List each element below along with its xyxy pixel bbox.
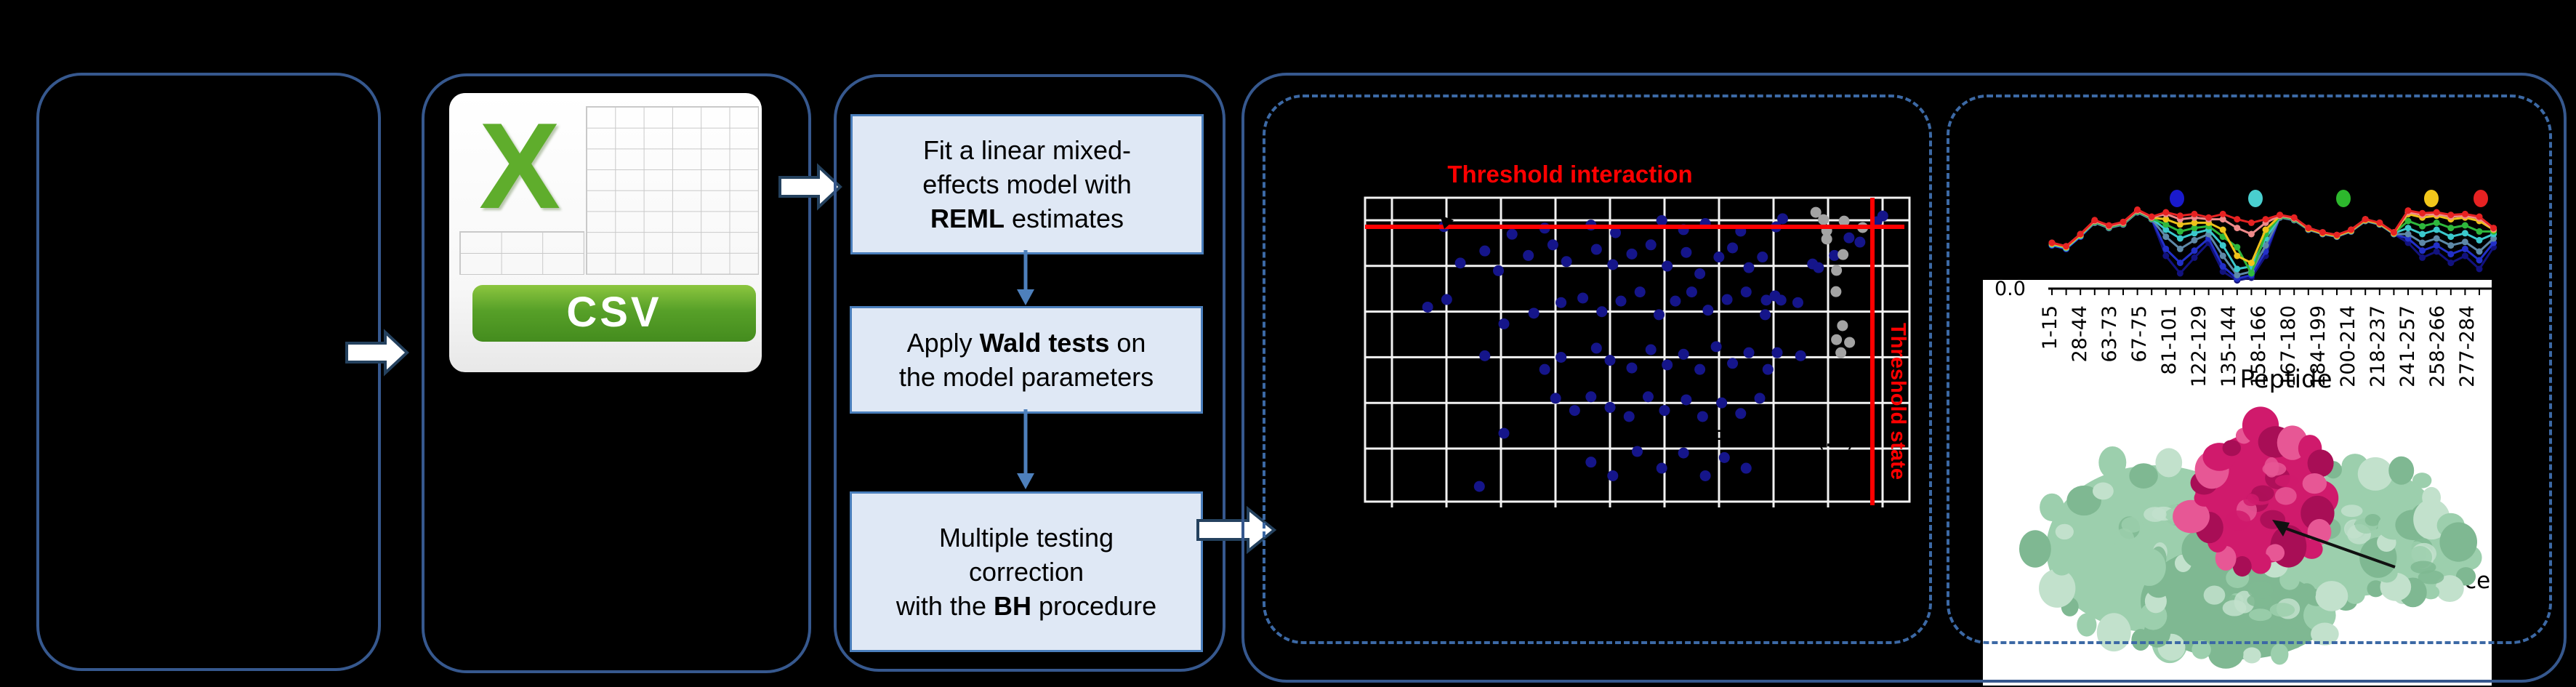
faint-position-annotation: Position: (...)	[1714, 426, 1856, 452]
peptide-tick-label: 81-101	[2158, 305, 2181, 375]
step2-bold: Wald tests	[979, 327, 1110, 358]
pipeline-step-bh-correction: Multiple testing correction with the BH …	[850, 491, 1203, 652]
step1-rest: estimates	[1004, 204, 1124, 234]
peptide-tick-label: 122-129	[2188, 305, 2210, 387]
step2-mid: on	[1109, 327, 1146, 358]
step2-line2: the model parameters	[898, 362, 1154, 392]
step1-bold: REML	[930, 204, 1005, 234]
flow-arrow-down-icon	[1017, 409, 1034, 489]
peptide-tick-label: 218-237	[2367, 305, 2389, 387]
step3-bold: BH	[993, 591, 1031, 622]
pipeline-step-wald-tests: Apply Wald tests on the model parameters	[850, 306, 1203, 414]
peptide-tick-label: 200-214	[2337, 305, 2359, 387]
step-text: Fit a linear mixed- effects model with R…	[922, 133, 1131, 236]
peptide-tick-label: 277-284	[2456, 305, 2479, 387]
step3-pre: with the	[895, 591, 994, 622]
pipeline-step-fit-model: Fit a linear mixed- effects model with R…	[850, 114, 1204, 254]
peptide-tick-label: 241-257	[2396, 305, 2419, 387]
threshold-state-label: Threshold state	[1886, 323, 1909, 480]
csv-spreadsheet-grid-small	[459, 231, 584, 275]
flow-arrow-right-icon	[345, 329, 409, 377]
scatter-plot-title: Threshold interaction	[1447, 161, 1693, 188]
peptide-tick-label: 63-73	[2098, 305, 2121, 362]
step1-line2: effects model with	[922, 169, 1132, 199]
threshold-scatter-plot: Threshold state Position: (...)	[1364, 196, 1911, 507]
step3-rest: procedure	[1031, 591, 1157, 622]
panel-csv-box	[422, 73, 811, 673]
flow-arrow-right-icon	[1196, 505, 1277, 555]
step1-line1: Fit a linear mixed-	[922, 134, 1132, 165]
step-text: Apply Wald tests on the model parameters	[899, 326, 1154, 394]
peptide-tick-label: 158-166	[2247, 305, 2270, 387]
y-axis-tick-label: 0.0	[1995, 278, 2026, 300]
flow-arrow-right-icon	[778, 163, 842, 211]
csv-spreadsheet-grid	[586, 106, 759, 275]
peptide-tick-label: 1-15	[2039, 305, 2061, 350]
panel-input-box	[36, 73, 381, 671]
step-text: Multiple testing correction with the BH …	[896, 521, 1156, 623]
peptide-tick-label: 258-266	[2426, 305, 2449, 387]
step2-pre: Apply	[906, 327, 980, 358]
uptake-line-chart: 1-15 28-44 63-73 67-75 81-101 122-129 135-144 1…	[1995, 190, 2497, 394]
csv-badge: CSV	[472, 285, 756, 342]
x-axis-title: Peptide	[2239, 365, 2332, 394]
peptide-tick-label: 184-199	[2307, 305, 2330, 387]
step3-line2: correction	[968, 556, 1084, 587]
peptide-tick-label: 167-180	[2277, 305, 2300, 387]
peptide-tick-label: 135-144	[2218, 305, 2240, 387]
panel-pipeline-box	[834, 74, 1225, 672]
binding-interface-arrowhead	[2272, 520, 2290, 537]
flow-arrow-down-icon	[1017, 250, 1034, 305]
step3-line1: Multiple testing	[938, 522, 1114, 553]
peptide-tick-label: 28-44	[2069, 305, 2091, 362]
peptide-tick-label: 67-75	[2128, 305, 2151, 362]
excel-x-glyph: X	[478, 97, 561, 234]
protein-structure-image	[2018, 406, 2482, 669]
binding-interface-arrow	[2285, 527, 2396, 569]
